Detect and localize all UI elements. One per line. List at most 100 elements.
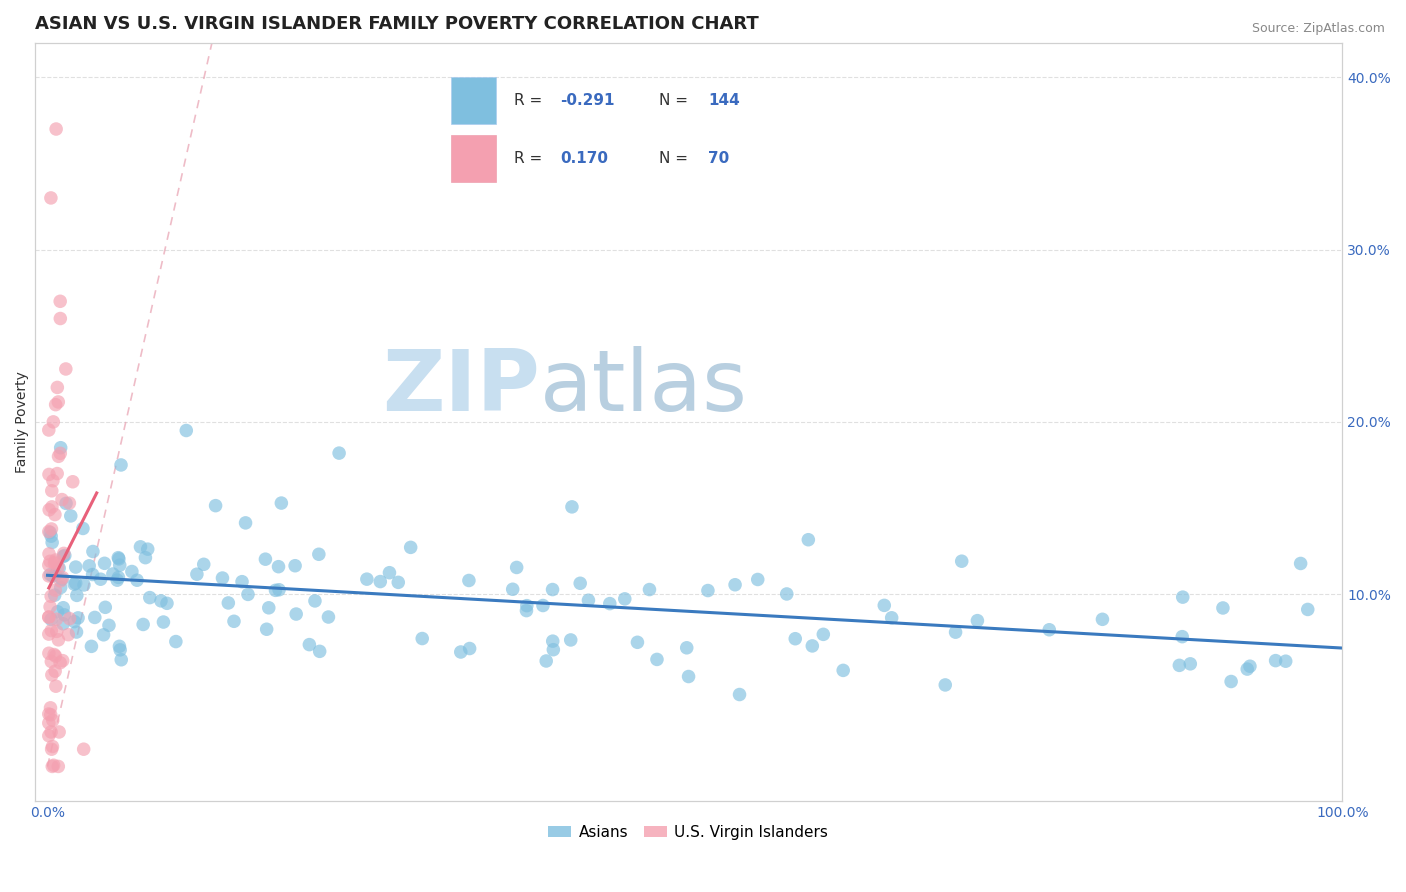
Point — [39, 589, 62, 603]
Point — [39, 701, 62, 715]
Point — [101, 566, 124, 581]
Point — [1091, 612, 1114, 626]
Point — [41, 522, 63, 536]
Point — [880, 611, 903, 625]
Point — [38, 610, 60, 624]
Point — [55, 496, 77, 510]
Point — [58, 496, 80, 510]
Point — [53, 549, 76, 563]
Point — [39, 529, 62, 543]
Point — [45, 624, 67, 639]
Point — [257, 600, 280, 615]
Point — [458, 641, 481, 656]
Point — [41, 742, 63, 756]
Point — [110, 458, 132, 472]
Point — [63, 577, 86, 591]
Point — [49, 574, 72, 588]
Point — [51, 572, 73, 586]
Point — [626, 635, 648, 649]
Point — [38, 558, 60, 572]
Point — [256, 622, 278, 636]
Point — [38, 610, 60, 624]
Point — [678, 669, 700, 683]
Point — [48, 725, 70, 739]
Point — [38, 716, 60, 731]
Point — [675, 640, 697, 655]
Point — [411, 632, 433, 646]
Point — [44, 556, 66, 570]
Point — [44, 508, 66, 522]
Point — [966, 614, 988, 628]
Point — [832, 664, 855, 678]
Point — [53, 607, 76, 622]
Point — [217, 596, 239, 610]
Point — [1296, 602, 1319, 616]
Point — [42, 415, 65, 429]
Point — [49, 446, 72, 460]
Point — [41, 655, 63, 669]
Point — [67, 611, 90, 625]
Point — [134, 550, 156, 565]
Point — [65, 625, 87, 640]
Point — [38, 467, 60, 482]
Point — [368, 574, 391, 589]
Point — [46, 605, 69, 619]
Point — [236, 587, 259, 601]
Point — [41, 483, 63, 498]
Point — [318, 610, 340, 624]
Point — [1171, 630, 1194, 644]
Point — [94, 600, 117, 615]
Point — [534, 654, 557, 668]
Point — [108, 552, 131, 566]
Point — [1239, 659, 1261, 673]
Point — [458, 574, 481, 588]
Point — [41, 739, 63, 754]
Point — [52, 570, 75, 584]
Point — [304, 594, 326, 608]
Point — [44, 583, 66, 598]
Point — [873, 599, 896, 613]
Point — [125, 573, 148, 587]
Point — [149, 594, 172, 608]
Point — [39, 707, 62, 722]
Point — [49, 581, 72, 595]
Text: ZIP: ZIP — [382, 346, 540, 429]
Point — [52, 549, 75, 564]
Point — [41, 535, 63, 549]
Point — [39, 612, 62, 626]
Point — [52, 546, 75, 560]
Point — [108, 640, 131, 654]
Point — [46, 759, 69, 773]
Point — [121, 565, 143, 579]
Point — [38, 547, 60, 561]
Point — [1180, 657, 1202, 671]
Point — [55, 362, 77, 376]
Point — [39, 554, 62, 568]
Point — [308, 644, 330, 658]
Point — [152, 615, 174, 629]
Point — [541, 582, 564, 597]
Point — [505, 560, 527, 574]
Point — [44, 664, 66, 678]
Point — [1220, 674, 1243, 689]
Point — [59, 508, 82, 523]
Point — [543, 642, 565, 657]
Point — [139, 591, 162, 605]
Point — [39, 191, 62, 205]
Point — [270, 496, 292, 510]
Point — [39, 624, 62, 638]
Point — [63, 615, 86, 629]
Point — [73, 742, 96, 756]
Point — [39, 725, 62, 739]
Point — [797, 533, 820, 547]
Point — [58, 628, 80, 642]
Point — [724, 578, 747, 592]
Point — [44, 567, 66, 582]
Point — [813, 627, 835, 641]
Point — [267, 559, 290, 574]
Point — [399, 541, 422, 555]
Point — [502, 582, 524, 597]
Point — [98, 618, 121, 632]
Point — [174, 424, 197, 438]
Point — [41, 500, 63, 514]
